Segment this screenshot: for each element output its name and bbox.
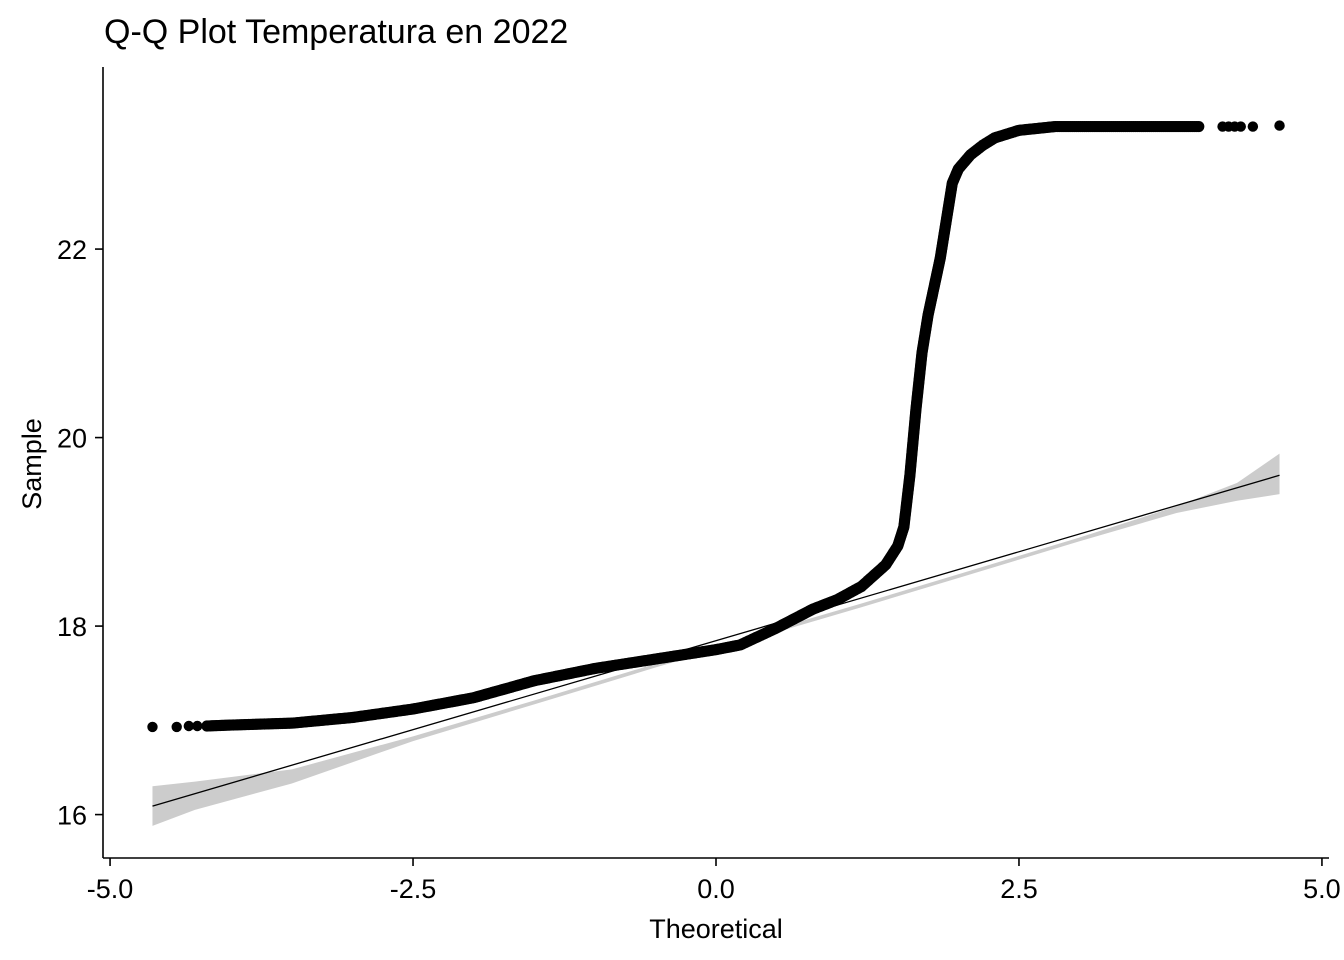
y-axis-ticks: 16 18 20 22 (57, 235, 103, 831)
x-axis-ticks: -5.0 -2.5 0.0 2.5 5.0 (87, 858, 1341, 904)
confidence-band-layer (152, 453, 1280, 826)
reference-line-layer (152, 474, 1280, 807)
y-tick-label: 22 (57, 235, 87, 265)
x-tick-label: 5.0 (1303, 874, 1341, 904)
qq-point (1193, 120, 1205, 133)
qq-tail-point (1274, 120, 1285, 131)
qq-tail-point (1247, 121, 1259, 132)
y-tick-label: 18 (57, 612, 87, 642)
reference-line (152, 474, 1280, 807)
qq-tail-point (1235, 121, 1246, 132)
chart-title: Q-Q Plot Temperatura en 2022 (104, 13, 568, 51)
x-tick-label: 0.0 (697, 874, 735, 904)
y-tick-label: 20 (57, 424, 87, 454)
qq-tail-point (183, 720, 195, 732)
x-tick-label: -2.5 (390, 874, 437, 904)
qq-tail-point (171, 721, 182, 733)
x-tick-label: -5.0 (87, 874, 134, 904)
confidence-band (152, 453, 1280, 826)
y-axis-title: Sample (17, 418, 47, 510)
qq-tail-point (192, 720, 203, 732)
x-tick-label: 2.5 (1000, 874, 1038, 904)
qq-points-layer (147, 120, 1285, 733)
x-axis-title: Theoretical (649, 914, 783, 944)
qq-tail-point (147, 721, 158, 733)
y-tick-label: 16 (57, 801, 87, 831)
